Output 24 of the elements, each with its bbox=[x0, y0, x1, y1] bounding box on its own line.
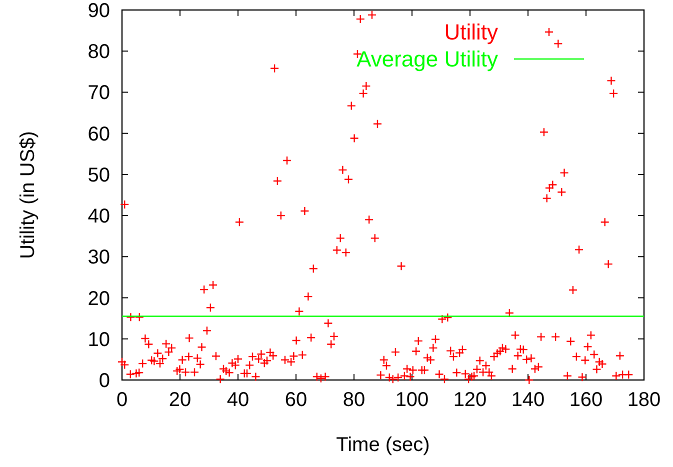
y-tick-label: 20 bbox=[88, 288, 110, 310]
y-tick-label: 80 bbox=[88, 41, 110, 64]
legend-label: Average Utility bbox=[356, 46, 498, 72]
x-tick-label: 100 bbox=[395, 389, 429, 411]
x-tick-label: 0 bbox=[116, 389, 128, 411]
legend-label: Utility bbox=[444, 20, 498, 45]
y-tick-label: 30 bbox=[88, 246, 110, 269]
x-tick-label: 40 bbox=[226, 389, 250, 411]
y-tick-label: 40 bbox=[88, 206, 110, 228]
x-tick-label: 180 bbox=[627, 389, 661, 411]
y-tick-label: 0 bbox=[98, 370, 110, 392]
x-axis-title: Time (sec) bbox=[336, 434, 430, 456]
x-tick-label: 20 bbox=[168, 389, 192, 411]
y-tick-label: 70 bbox=[88, 82, 110, 104]
x-tick-label: 140 bbox=[511, 389, 545, 411]
x-tick-label: 120 bbox=[453, 389, 487, 411]
x-tick-label: 60 bbox=[284, 389, 308, 411]
y-tick-label: 60 bbox=[88, 123, 110, 146]
y-axis-title: Utility (in US$) bbox=[17, 131, 39, 259]
x-tick-label: 160 bbox=[569, 389, 603, 411]
y-tick-label: 90 bbox=[88, 0, 110, 22]
y-tick-label: 50 bbox=[88, 164, 110, 186]
x-tick-label: 80 bbox=[342, 389, 366, 411]
y-tick-label: 10 bbox=[88, 328, 110, 351]
